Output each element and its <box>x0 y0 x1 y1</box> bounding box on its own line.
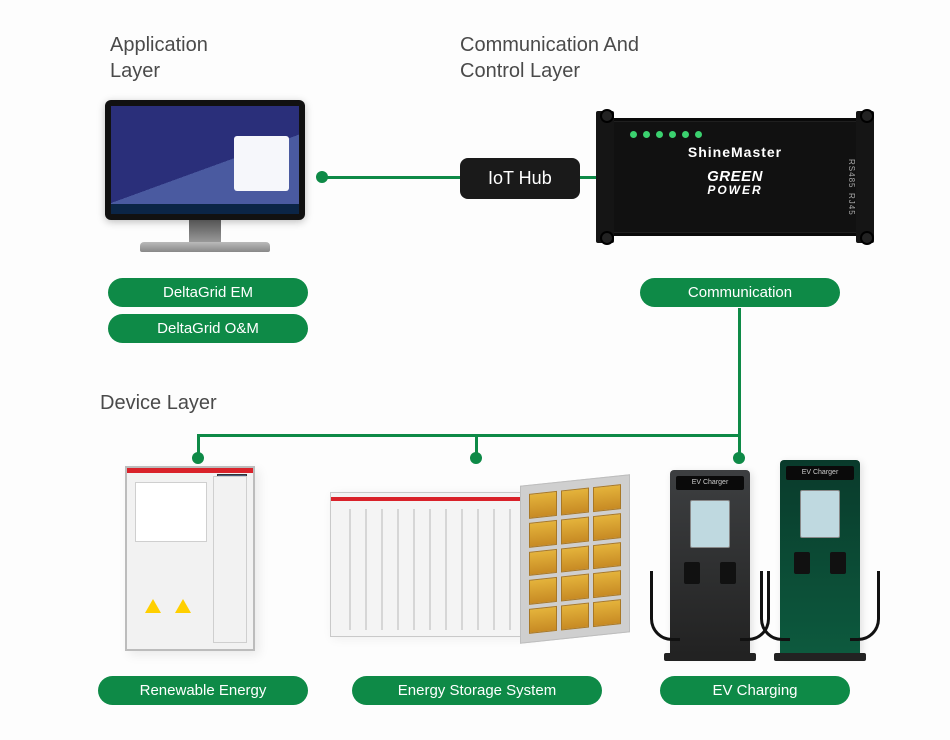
shinemaster-leds <box>630 131 846 138</box>
application-layer-title: Application Layer <box>110 32 208 84</box>
device-layer-title: Device Layer <box>100 390 217 416</box>
dot-app <box>316 171 328 183</box>
shinemaster-brand: GREEN POWER <box>624 168 846 197</box>
iot-hub-node: IoT Hub <box>460 158 580 199</box>
ev-charging-icon: EV Charger EV Charger <box>655 460 875 655</box>
shinemaster-port-1: RS485 <box>847 159 856 188</box>
shinemaster-port-2: RJ45 <box>847 193 856 216</box>
line-comm-down <box>738 308 741 436</box>
pill-renewable: Renewable Energy <box>98 676 308 705</box>
energy-storage-icon <box>330 480 630 650</box>
comm-layer-title: Communication And Control Layer <box>460 32 639 84</box>
monitor-icon <box>105 100 305 252</box>
dot-dev-2 <box>470 452 482 464</box>
pill-ev: EV Charging <box>660 676 850 705</box>
renewable-cabinet-icon <box>125 466 255 651</box>
pill-communication: Communication <box>640 278 840 307</box>
shinemaster-title: ShineMaster <box>624 144 846 160</box>
dot-dev-1 <box>192 452 204 464</box>
line-bus <box>197 434 740 437</box>
pill-deltagrid-om: DeltaGrid O&M <box>108 314 308 343</box>
pill-deltagrid-em: DeltaGrid EM <box>108 278 308 307</box>
shinemaster-device-icon: ShineMaster GREEN POWER RS485 RJ45 <box>605 118 865 236</box>
pill-storage: Energy Storage System <box>352 676 602 705</box>
